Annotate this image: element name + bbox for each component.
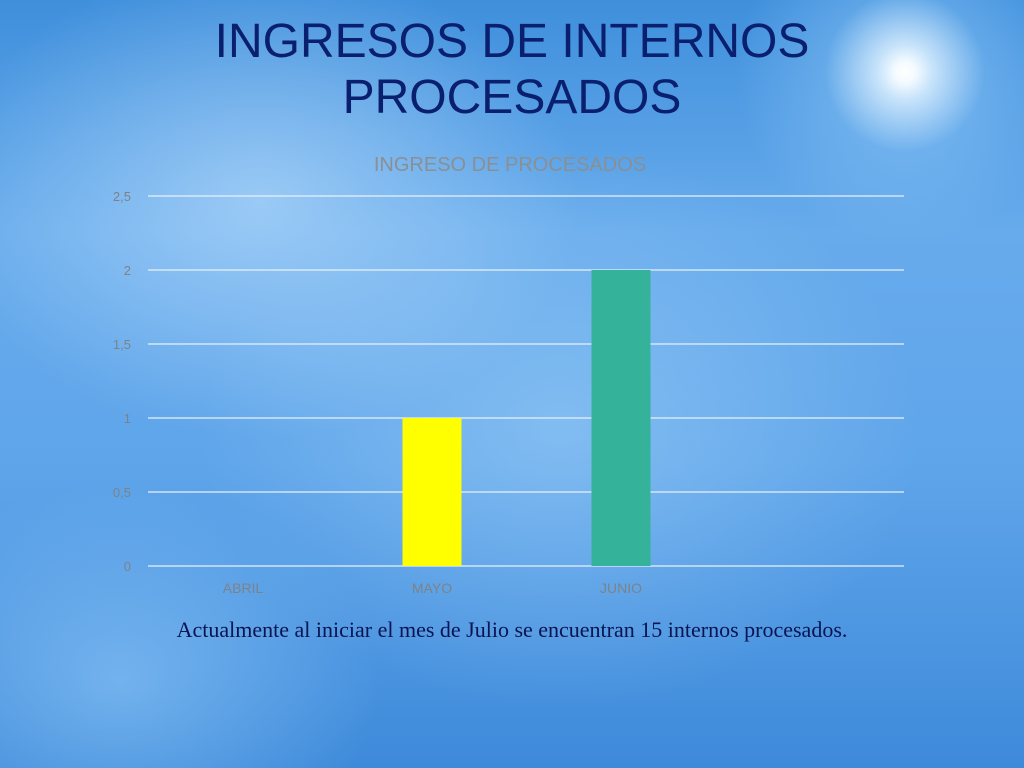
x-axis-tick-labels: ABRIL MAYO JUNIO	[223, 580, 642, 596]
y-tick-label: 0	[124, 559, 131, 574]
chart-gridlines	[148, 195, 904, 567]
bar-chart: INGRESO DE PROCESADOS 0 0,5 1 1,5 2 2,5 ABRIL…	[113, 154, 904, 596]
chart-bars	[402, 270, 651, 566]
x-tick-label: JUNIO	[600, 580, 642, 596]
x-tick-label: MAYO	[412, 580, 452, 596]
slide-title-line-1: INGRESOS DE INTERNOS	[214, 15, 810, 68]
y-tick-label: 0,5	[113, 485, 131, 500]
y-tick-label: 2	[124, 263, 131, 278]
y-tick-label: 1,5	[113, 337, 131, 352]
y-axis-tick-labels: 0 0,5 1 1,5 2 2,5	[113, 189, 131, 574]
x-tick-label: ABRIL	[223, 580, 264, 596]
slide-title-line-2: PROCESADOS	[342, 71, 682, 124]
bar-mayo	[402, 418, 462, 566]
bar-junio	[591, 270, 651, 566]
slide-caption: Actualmente al iniciar el mes de Julio s…	[176, 617, 848, 642]
y-tick-label: 1	[124, 411, 131, 426]
chart-title: INGRESO DE PROCESADOS	[374, 154, 646, 176]
y-tick-label: 2,5	[113, 189, 131, 204]
slide-title: INGRESOS DE INTERNOS PROCESADOS	[0, 14, 1024, 126]
